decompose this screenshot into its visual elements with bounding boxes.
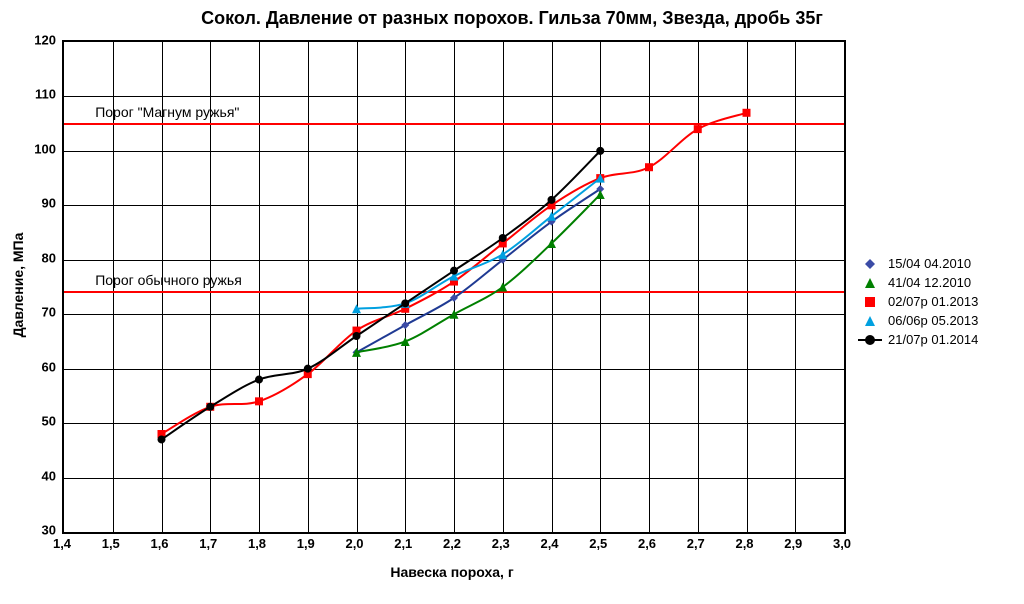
y-tick-label: 80 xyxy=(28,250,56,265)
series-marker xyxy=(206,403,214,411)
x-tick-label: 2,2 xyxy=(443,536,461,551)
x-tick-label: 2,4 xyxy=(540,536,558,551)
y-axis-label: Давление, МПа xyxy=(10,233,26,338)
x-tick-label: 1,6 xyxy=(150,536,168,551)
legend-swatch xyxy=(858,314,882,328)
series-marker xyxy=(353,332,361,340)
y-tick-label: 90 xyxy=(28,196,56,211)
chart-container: Сокол. Давление от разных порохов. Гильз… xyxy=(0,0,1024,604)
x-tick-label: 2,3 xyxy=(492,536,510,551)
series-marker xyxy=(158,435,166,443)
series-marker xyxy=(548,196,556,204)
series-marker xyxy=(694,125,702,133)
legend-swatch xyxy=(858,295,882,309)
legend-swatch xyxy=(858,257,882,271)
x-tick-label: 2,1 xyxy=(394,536,412,551)
x-axis-label: Навеска пороха, г xyxy=(390,564,513,580)
x-tick-label: 3,0 xyxy=(833,536,851,551)
series-marker xyxy=(255,376,263,384)
y-tick-label: 120 xyxy=(28,33,56,48)
legend-item: 06/06р 05.2013 xyxy=(858,313,978,328)
x-tick-label: 1,4 xyxy=(53,536,71,551)
series-marker xyxy=(743,109,751,117)
legend-item: 02/07р 01.2013 xyxy=(858,294,978,309)
series-marker xyxy=(596,147,604,155)
legend-item: 21/07р 01.2014 xyxy=(858,332,978,347)
legend-label: 06/06р 05.2013 xyxy=(888,313,978,328)
series-marker xyxy=(645,163,653,171)
legend-label: 41/04 12.2010 xyxy=(888,275,971,290)
x-tick-label: 2,6 xyxy=(638,536,656,551)
x-tick-label: 2,7 xyxy=(687,536,705,551)
series-line xyxy=(357,189,601,352)
legend-item: 15/04 04.2010 xyxy=(858,256,978,271)
y-tick-label: 40 xyxy=(28,468,56,483)
x-tick-label: 2,0 xyxy=(345,536,363,551)
x-tick-label: 1,9 xyxy=(297,536,315,551)
chart-title: Сокол. Давление от разных порохов. Гильз… xyxy=(0,8,1024,29)
series-marker xyxy=(255,397,263,405)
y-tick-label: 30 xyxy=(28,523,56,538)
legend-swatch xyxy=(858,333,882,347)
series-marker xyxy=(499,234,507,242)
series-marker xyxy=(450,267,458,275)
plot-area: Порог "Магнум ружья"Порог обычного ружья xyxy=(62,40,846,534)
legend-label: 21/07р 01.2014 xyxy=(888,332,978,347)
legend: 15/04 04.2010 41/04 12.2010 02/07р 01.2013… xyxy=(858,252,978,351)
series-marker xyxy=(401,321,409,329)
series-marker xyxy=(304,365,312,373)
x-tick-label: 2,8 xyxy=(735,536,753,551)
x-tick-label: 2,5 xyxy=(589,536,607,551)
legend-item: 41/04 12.2010 xyxy=(858,275,978,290)
series-marker xyxy=(450,310,459,319)
series-svg xyxy=(64,42,844,532)
y-tick-label: 50 xyxy=(28,414,56,429)
legend-swatch xyxy=(858,276,882,290)
series-marker xyxy=(401,337,410,346)
x-tick-label: 1,7 xyxy=(199,536,217,551)
x-tick-label: 1,8 xyxy=(248,536,266,551)
y-tick-label: 100 xyxy=(28,141,56,156)
legend-label: 02/07р 01.2013 xyxy=(888,294,978,309)
x-tick-label: 1,5 xyxy=(102,536,120,551)
legend-label: 15/04 04.2010 xyxy=(888,256,971,271)
x-tick-label: 2,9 xyxy=(784,536,802,551)
series-marker xyxy=(401,299,409,307)
series-line xyxy=(162,151,601,440)
y-tick-label: 110 xyxy=(28,87,56,102)
series-line xyxy=(357,194,601,352)
y-tick-label: 60 xyxy=(28,359,56,374)
y-tick-label: 70 xyxy=(28,305,56,320)
